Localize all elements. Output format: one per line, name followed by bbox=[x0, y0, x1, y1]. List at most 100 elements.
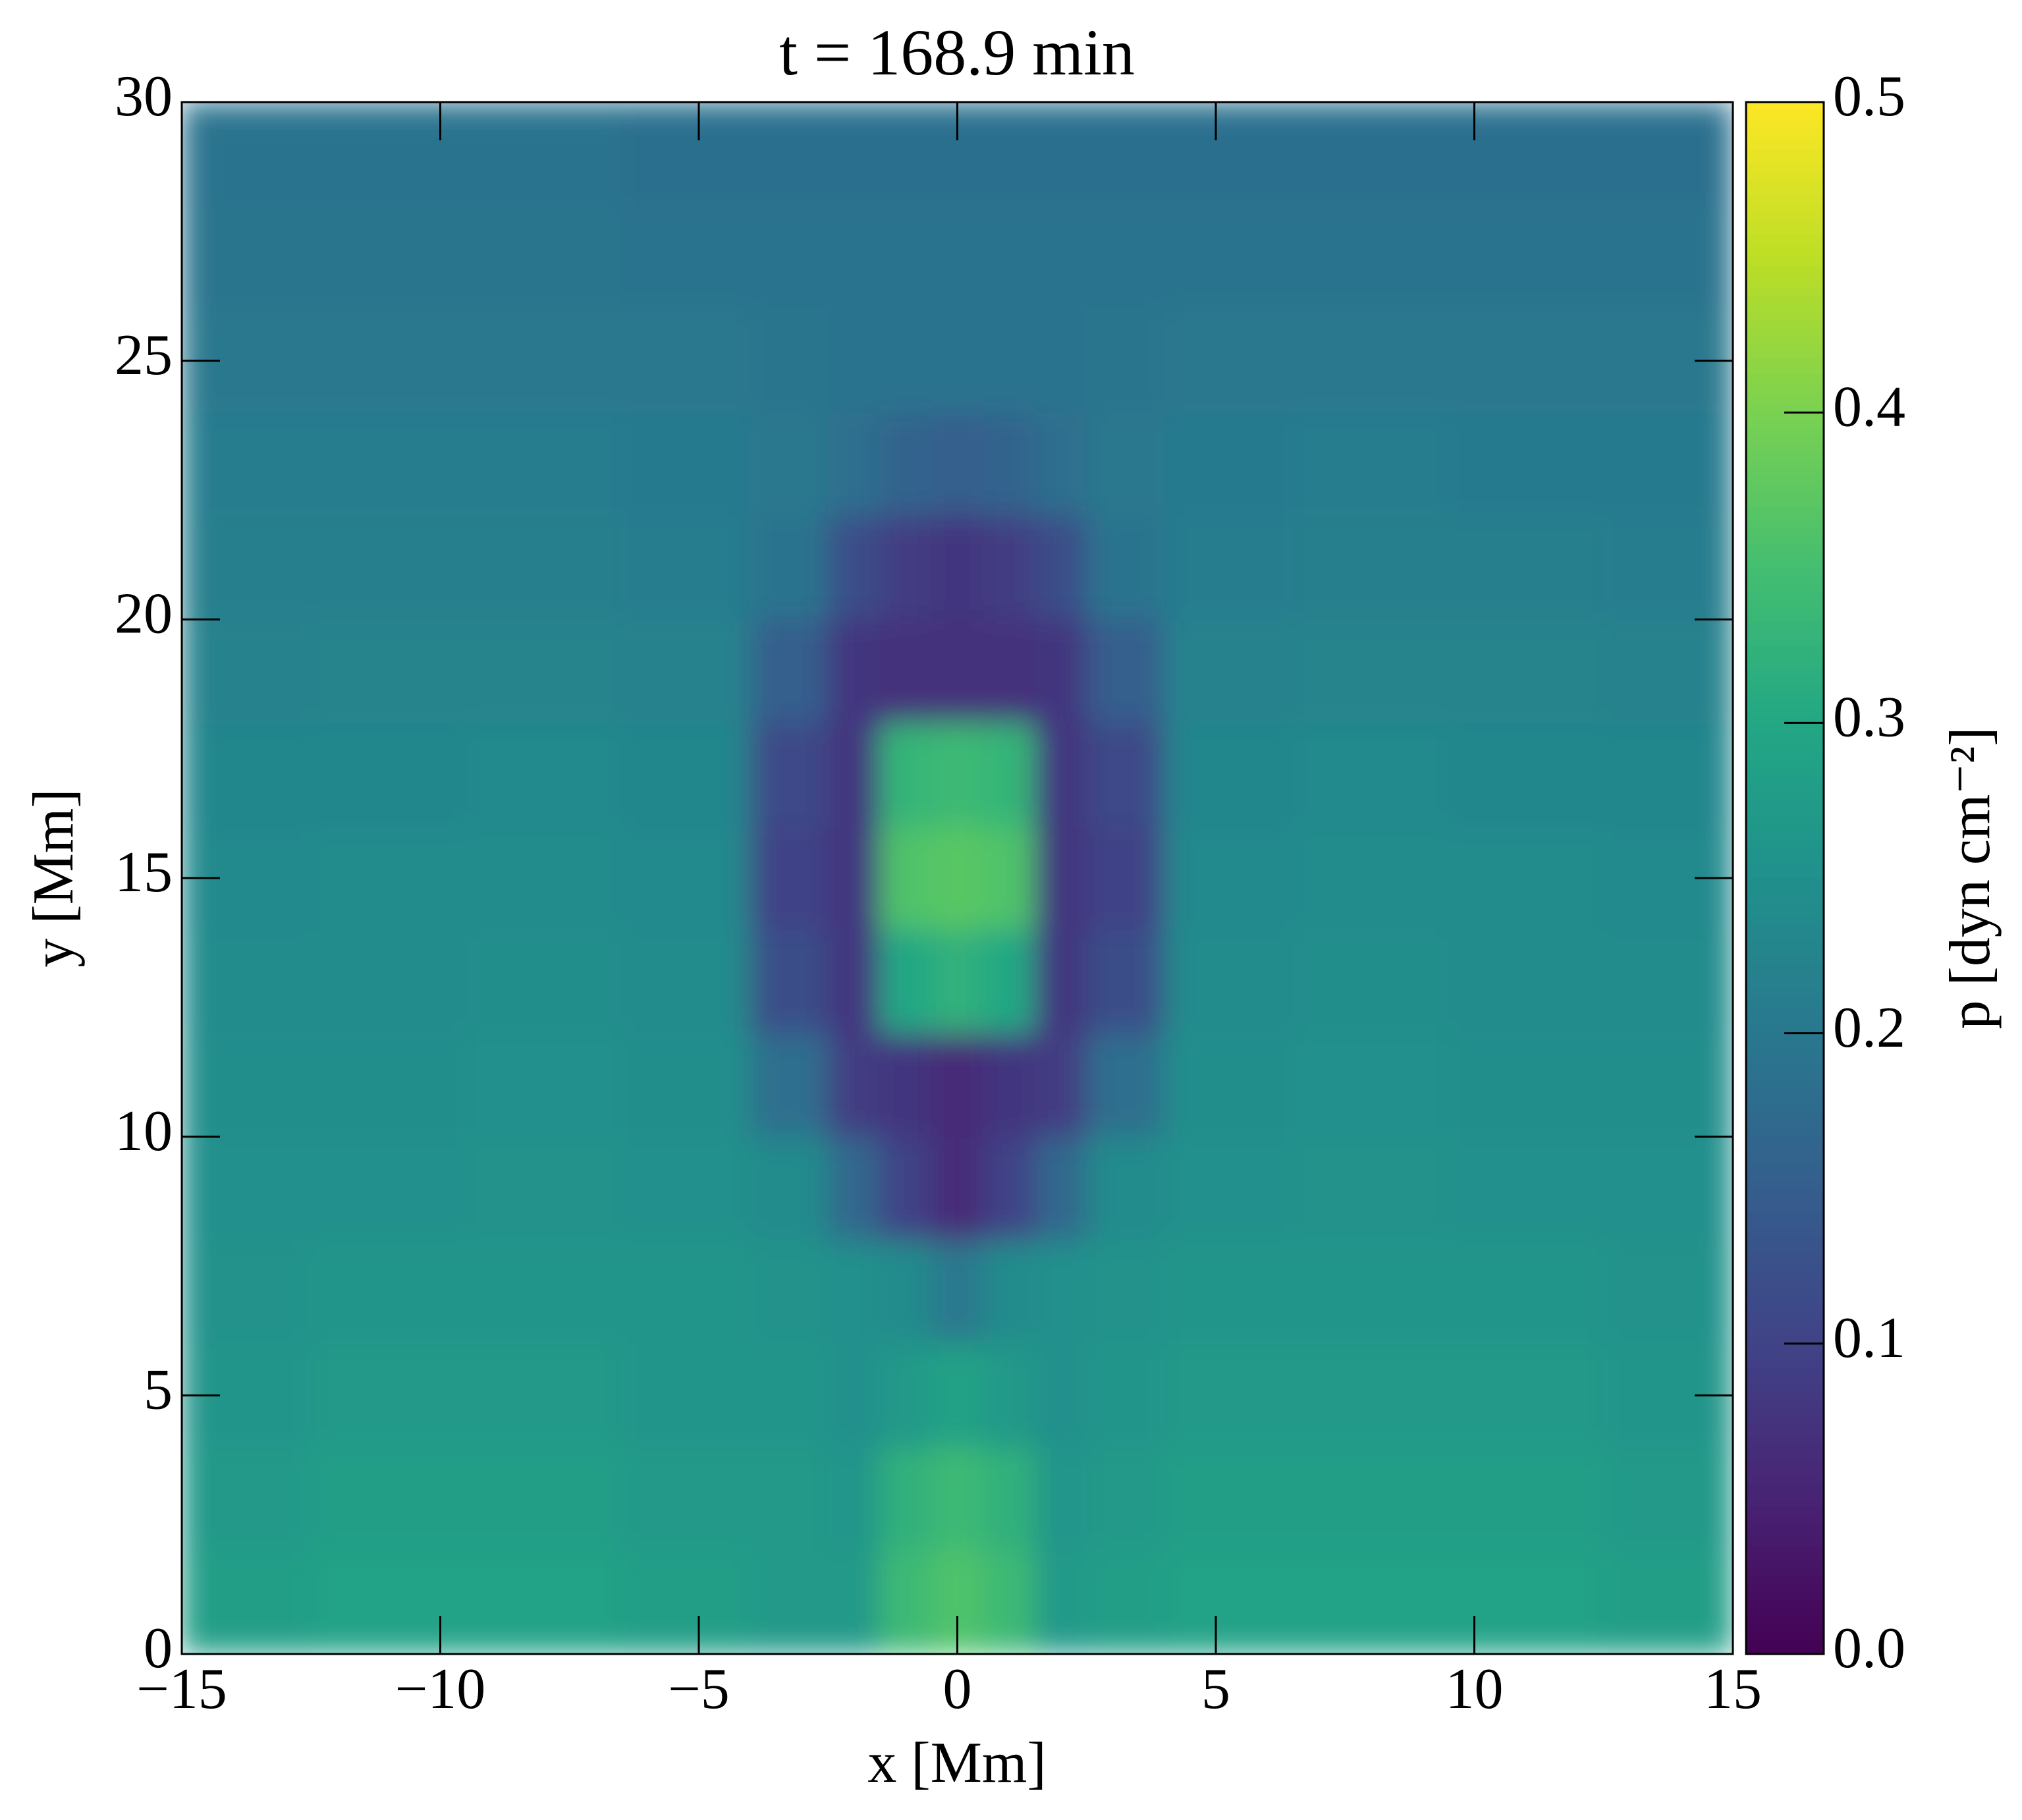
colorbar-segment bbox=[1746, 420, 1824, 429]
colorbar-segment bbox=[1746, 1429, 1824, 1437]
heatmap-cell bbox=[750, 308, 829, 413]
heatmap-cell bbox=[466, 308, 622, 413]
heatmap-cell bbox=[1086, 619, 1164, 723]
heatmap-cell bbox=[466, 1550, 622, 1654]
heatmap-cell bbox=[1164, 1033, 1294, 1138]
heatmap-cell bbox=[983, 205, 1035, 310]
heatmap-cell bbox=[1034, 929, 1087, 1034]
colorbar-segment bbox=[1746, 234, 1824, 242]
heatmap-cell bbox=[827, 929, 881, 1034]
colorbar-segment bbox=[1746, 366, 1824, 375]
heatmap-cell bbox=[310, 102, 467, 206]
heatmap-cell bbox=[1448, 515, 1604, 620]
colorbar-segment bbox=[1746, 598, 1824, 607]
colorbar-segment bbox=[1746, 839, 1824, 848]
heatmap-cell bbox=[879, 929, 932, 1034]
colorbar-segment bbox=[1746, 723, 1824, 731]
heatmap-cell bbox=[1448, 1240, 1604, 1344]
heatmap-cell bbox=[1293, 825, 1449, 931]
heatmap-cell bbox=[1164, 1240, 1294, 1344]
x-tick-label: 15 bbox=[1704, 1657, 1762, 1721]
heatmap-cell bbox=[827, 515, 881, 620]
colorbar-segment bbox=[1746, 800, 1824, 809]
colorbar-segment bbox=[1746, 901, 1824, 910]
heatmap-cell bbox=[1603, 1136, 1733, 1241]
colorbar-segment bbox=[1746, 1018, 1824, 1026]
colorbar-segment bbox=[1746, 273, 1824, 281]
colorbar-segment bbox=[1746, 854, 1824, 864]
colorbar-segment bbox=[1746, 1452, 1824, 1461]
heatmap-cell bbox=[1448, 722, 1604, 827]
heatmap-cell bbox=[1086, 1447, 1164, 1551]
heatmap-cell bbox=[827, 1550, 881, 1654]
heatmap-cell bbox=[1086, 412, 1164, 516]
heatmap-cell bbox=[931, 515, 984, 620]
heatmap-cell bbox=[1164, 722, 1294, 827]
colorbar-segment bbox=[1746, 427, 1824, 437]
y-axis-label: y [Mm] bbox=[22, 788, 86, 967]
heatmap-cell bbox=[1603, 722, 1733, 827]
heatmap-cell bbox=[931, 412, 984, 516]
heatmap-cell bbox=[1293, 1343, 1449, 1448]
heatmap-cell bbox=[879, 825, 932, 931]
colorbar-segment bbox=[1746, 1211, 1824, 1221]
colorbar-segment bbox=[1746, 831, 1824, 840]
heatmap-cell bbox=[750, 825, 829, 931]
colorbar-segment bbox=[1746, 389, 1824, 398]
colorbar-segment bbox=[1746, 1312, 1824, 1321]
colorbar-segment bbox=[1746, 870, 1824, 879]
colorbar-segment bbox=[1746, 1142, 1824, 1151]
colorbar-segment bbox=[1746, 1025, 1824, 1034]
heatmap-cell bbox=[620, 929, 751, 1034]
colorbar-segment bbox=[1746, 1537, 1824, 1546]
heatmap-cell bbox=[310, 515, 467, 620]
heatmap-cell bbox=[1293, 1550, 1449, 1654]
colorbar-segment bbox=[1746, 1553, 1824, 1562]
heatmap-cell bbox=[1086, 102, 1164, 206]
heatmap-cell bbox=[983, 619, 1035, 723]
colorbar-segment bbox=[1746, 1568, 1824, 1577]
heatmap bbox=[182, 102, 1733, 1654]
heatmap-cell bbox=[1164, 102, 1294, 206]
heatmap-cell bbox=[1293, 1136, 1449, 1241]
colorbar-segment bbox=[1746, 792, 1824, 801]
heatmap-cell bbox=[827, 1447, 881, 1551]
heatmap-cell bbox=[620, 825, 751, 931]
colorbar-segment bbox=[1746, 1297, 1824, 1306]
axes: −15 −10 −5 0 5 10 15 0 5 10 15 20 25 30 bbox=[115, 65, 1762, 1721]
y-tick-label: 25 bbox=[115, 323, 173, 387]
heatmap-cell bbox=[1086, 308, 1164, 413]
heatmap-cell bbox=[750, 205, 829, 310]
colorbar-segment bbox=[1746, 1359, 1824, 1367]
heatmap-cell bbox=[182, 1033, 312, 1138]
colorbar-segment bbox=[1746, 1281, 1824, 1290]
colorbar-segment bbox=[1746, 1227, 1824, 1236]
heatmap-cell bbox=[310, 1240, 467, 1344]
x-tick-label: 10 bbox=[1446, 1657, 1504, 1721]
colorbar-segment bbox=[1746, 1304, 1824, 1313]
heatmap-cell bbox=[879, 722, 932, 827]
heatmap-cell bbox=[620, 205, 751, 310]
colorbar-segment bbox=[1746, 940, 1824, 949]
colorbar-segment bbox=[1746, 606, 1824, 615]
heatmap-cell bbox=[879, 412, 932, 516]
colorbar-segment bbox=[1746, 1219, 1824, 1228]
colorbar-segment bbox=[1746, 490, 1824, 499]
heatmap-cell bbox=[983, 825, 1035, 931]
heatmap-cell bbox=[1293, 515, 1449, 620]
heatmap-cell bbox=[1293, 619, 1449, 723]
colorbar-segment bbox=[1746, 1242, 1824, 1252]
heatmap-cell bbox=[1086, 1343, 1164, 1448]
colorbar-segment bbox=[1746, 482, 1824, 491]
heatmap-cell bbox=[1086, 1240, 1164, 1344]
heatmap-cell bbox=[1034, 1550, 1087, 1654]
colorbar-segment bbox=[1746, 249, 1824, 258]
heatmap-cell bbox=[620, 1136, 751, 1241]
colorbar-segment bbox=[1746, 544, 1824, 553]
heatmap-cell bbox=[1603, 1447, 1733, 1551]
heatmap-cell bbox=[1293, 722, 1449, 827]
colorbar-segment bbox=[1746, 1118, 1824, 1127]
heatmap-cell bbox=[310, 205, 467, 310]
heatmap-cell bbox=[466, 722, 622, 827]
colorbar-segment bbox=[1746, 497, 1824, 507]
